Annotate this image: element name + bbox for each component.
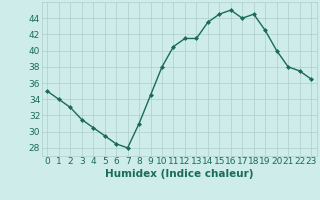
X-axis label: Humidex (Indice chaleur): Humidex (Indice chaleur) (105, 169, 253, 179)
